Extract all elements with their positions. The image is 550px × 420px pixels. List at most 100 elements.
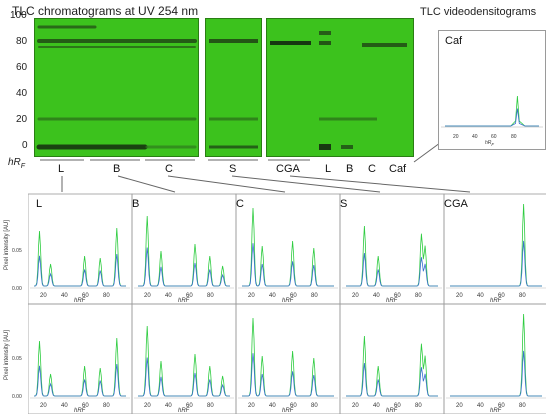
densitogram-x-tick: 80	[311, 293, 318, 299]
densitogram-trace	[138, 247, 230, 287]
densitogram-x-tick: 60	[394, 403, 401, 409]
densitogram-panel	[443, 303, 546, 414]
plate-tick: 80	[16, 36, 28, 47]
caf-title: Caf	[445, 35, 463, 47]
densitogram-x-label: hRF	[74, 408, 86, 414]
densitogram-x-tick: 80	[415, 403, 422, 409]
densitogram-x-tick: 40	[269, 403, 276, 409]
plate-tick: 0	[22, 140, 28, 151]
densitogram-x-tick: 40	[373, 403, 380, 409]
densitogram-x-tick: 60	[498, 293, 505, 299]
densitogram-panel	[443, 193, 546, 305]
lane-label: L	[325, 163, 332, 175]
plate-2-bands	[209, 39, 258, 149]
caf-chart	[441, 95, 543, 128]
densitogram-x-tick: 20	[352, 403, 359, 409]
caf-x-tick: 20	[453, 134, 459, 140]
densitogram-x-tick: 80	[103, 403, 110, 409]
densitogram-x-label: hRF	[282, 298, 294, 304]
caf-x-label: hRF	[485, 140, 494, 147]
y-tick: 0.05	[12, 356, 22, 362]
densitogram-trace	[242, 243, 334, 287]
densitogram-trace	[346, 252, 438, 287]
densitogram-trace	[34, 254, 126, 287]
densitogram-x-tick: 40	[61, 403, 68, 409]
y-axis-label-bottom: Pixel intensity [AU]	[4, 329, 10, 380]
densitogram-x-tick: 20	[144, 293, 151, 299]
densitogram-trace	[242, 207, 334, 287]
plate-tick: 100	[10, 10, 27, 21]
densitogram-grid: Pixel intensity [AU] Pixel intensity [AU…	[4, 192, 546, 414]
lane-label: CGA	[276, 163, 300, 175]
densitogram-x-tick: 20	[248, 403, 255, 409]
densitogram-x-tick: 60	[290, 403, 297, 409]
densitogram-x-tick: 40	[165, 293, 172, 299]
lane-label: B	[113, 163, 121, 175]
lane-label: L	[58, 163, 65, 175]
densitogram-x-label: hRF	[386, 298, 398, 304]
densitogram-x-tick: 80	[207, 403, 214, 409]
plate-axis-label: hRF	[8, 157, 26, 170]
densitogram-trace	[450, 313, 542, 397]
densitogram-trace	[450, 240, 542, 287]
densitogram-x-label: hRF	[386, 408, 398, 414]
densitogram-x-label: hRF	[282, 408, 294, 414]
densitogram-x-tick: 20	[40, 403, 47, 409]
densitogram-chart: 20 40 60 80 hRF 20 40 60 80 hRF 20 40 60 80 hRF 20 40 60 8…	[28, 193, 546, 414]
densitogram-trace	[450, 350, 542, 397]
densitogram-x-tick: 80	[519, 403, 526, 409]
densitogram-x-tick: 20	[144, 403, 151, 409]
caf-series-0	[445, 95, 539, 127]
densitogram-x-tick: 20	[456, 293, 463, 299]
densitogram-trace	[346, 225, 438, 287]
densitogram-panel	[339, 303, 445, 414]
col-title: C	[236, 198, 244, 210]
densitogram-trace	[34, 364, 126, 397]
densitogram-x-tick: 80	[103, 293, 110, 299]
col-title: B	[132, 198, 140, 210]
densitogram-x-tick: 80	[415, 293, 422, 299]
densitogram-x-tick: 20	[248, 293, 255, 299]
densitogram-x-tick: 80	[311, 403, 318, 409]
densitogram-x-tick: 40	[477, 293, 484, 299]
densitogram-trace	[138, 325, 230, 397]
lane-label: C	[165, 163, 173, 175]
densitogram-x-tick: 60	[394, 293, 401, 299]
densitogram-x-tick: 40	[477, 403, 484, 409]
tlc-plate-2	[205, 18, 262, 157]
densitogram-x-tick: 80	[207, 293, 214, 299]
densitogram-trace	[34, 337, 126, 397]
y-axis-label-top: Pixel intensity [AU]	[4, 219, 10, 270]
densitogram-x-tick: 60	[186, 403, 193, 409]
y-tick: 0.05	[12, 248, 22, 254]
caf-x-tick: 40	[472, 134, 478, 140]
densitogram-trace	[242, 317, 334, 397]
plate-tick: 20	[16, 114, 28, 125]
densitogram-panel	[339, 193, 445, 305]
densitogram-x-tick: 80	[519, 293, 526, 299]
densitogram-trace	[138, 357, 230, 397]
densitogram-x-tick: 60	[82, 293, 89, 299]
densitogram-panel	[28, 303, 133, 414]
plates-title: TLC chromatograms at UV 254 nm	[12, 4, 199, 18]
lane-label: S	[229, 163, 237, 175]
caf-x-tick: 60	[491, 134, 497, 140]
caf-x-tick: 80	[511, 134, 517, 140]
densitogram-trace	[346, 362, 438, 397]
densitogram-x-tick: 40	[373, 293, 380, 299]
densitogram-x-tick: 60	[186, 293, 193, 299]
densitogram-trace	[34, 227, 126, 287]
densitogram-x-label: hRF	[74, 298, 86, 304]
densitogram-x-label: hRF	[178, 408, 190, 414]
caf-densitogram-panel: Caf 20 40 60 80 hRF	[438, 30, 546, 150]
densitogram-panel	[28, 193, 133, 305]
densitogram-x-tick: 40	[165, 403, 172, 409]
lane-label: C	[368, 163, 376, 175]
y-tick: 0.00	[12, 394, 22, 400]
densitogram-x-label: hRF	[490, 408, 502, 414]
col-title: CGA	[444, 198, 468, 210]
videodensitograms-title: TLC videodensitograms	[420, 6, 537, 18]
densitogram-trace	[450, 203, 542, 287]
densitogram-x-tick: 60	[82, 403, 89, 409]
plate-tick: 40	[16, 88, 28, 99]
